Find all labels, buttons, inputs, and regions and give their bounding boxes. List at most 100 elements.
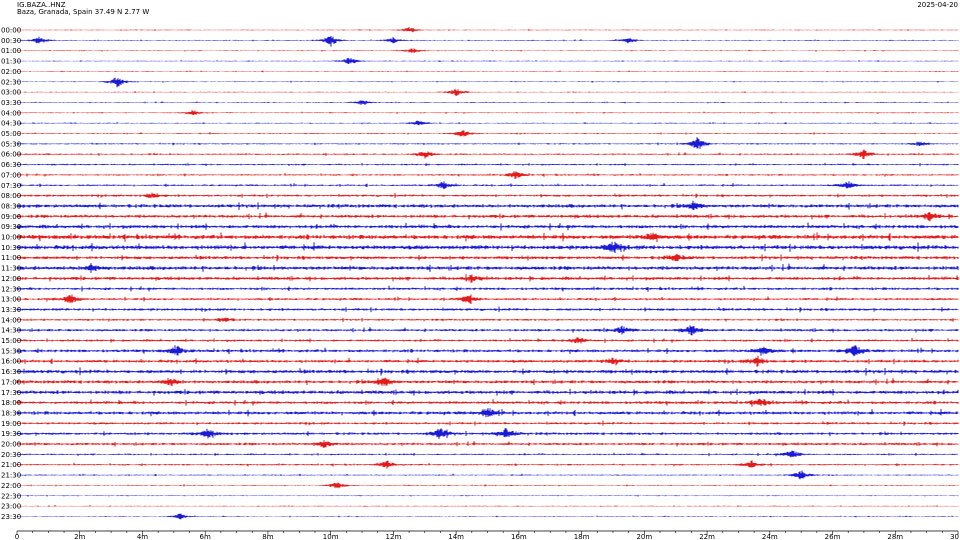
hour-label: 03:30: [1, 99, 21, 107]
hour-label: 05:00: [1, 130, 21, 138]
trace-row-1030: [16, 241, 959, 254]
trace-row-1600: [16, 355, 959, 367]
hour-label: 22:30: [1, 492, 21, 500]
trace-row-1830: [16, 408, 959, 418]
trace-row-1900: [16, 420, 959, 426]
trace-row-0330: [16, 100, 959, 105]
hour-label: 10:30: [1, 244, 21, 252]
hour-label: 07:00: [1, 171, 21, 179]
hour-label: 05:30: [1, 140, 21, 148]
hour-label: 02:00: [1, 68, 21, 76]
hour-label: 15:30: [1, 347, 21, 355]
hour-label: 18:30: [1, 409, 21, 417]
trace-row-0200: [16, 70, 959, 73]
trace-row-1700: [16, 377, 959, 387]
trace-row-0130: [16, 57, 959, 64]
trace-row-0300: [16, 88, 959, 96]
trace-row-1800: [16, 398, 959, 407]
trace-row-0630: [16, 162, 959, 167]
trace-row-1100: [16, 253, 959, 262]
hour-label: 07:30: [1, 182, 21, 190]
hour-label-group: 00:00 00:30 01:00 01:30 02:00 02:30 03:00 03:30…: [1, 27, 21, 521]
hour-label: 01:30: [1, 58, 21, 66]
hour-label: 21:30: [1, 472, 21, 480]
trace-row-2230: [16, 494, 959, 497]
x-tick-label: 20m: [636, 533, 652, 540]
trace-row-1330: [16, 306, 959, 313]
trace-row-2130: [16, 470, 959, 480]
hour-label: 09:00: [1, 213, 21, 221]
trace-row-0700: [16, 171, 959, 179]
hour-label: 16:30: [1, 368, 21, 376]
hour-label: 11:00: [1, 254, 21, 262]
trace-row-0530: [16, 137, 959, 149]
trace-row-0930: [16, 222, 959, 231]
chart-date: 2025-04-20: [917, 1, 958, 9]
trace-row-0100: [16, 48, 959, 53]
x-tick-label: 8m: [262, 533, 273, 540]
hour-label: 23:00: [1, 503, 21, 511]
trace-row-1000: [16, 232, 959, 243]
hour-label: 20:30: [1, 451, 21, 459]
hour-label: 14:00: [1, 316, 21, 324]
hour-label: 12:00: [1, 275, 21, 283]
hour-label: 09:30: [1, 223, 21, 231]
hour-label: 04:00: [1, 109, 21, 117]
hour-label: 13:00: [1, 296, 21, 304]
trace-row-0230: [16, 77, 959, 88]
x-tick-label: 4m: [137, 533, 148, 540]
trace-row-0730: [16, 181, 959, 190]
trace-row-1430: [16, 325, 959, 336]
hour-label: 03:00: [1, 89, 21, 97]
trace-row-1630: [16, 367, 959, 376]
hour-label: 17:00: [1, 378, 21, 386]
hour-label: 02:30: [1, 78, 21, 86]
x-tick-label: 28m: [887, 533, 903, 540]
trace-group: [16, 26, 959, 520]
trace-row-1300: [16, 294, 959, 305]
x-tick-label: 10m: [323, 533, 339, 540]
trace-row-1730: [16, 388, 959, 396]
hour-label: 10:00: [1, 234, 21, 242]
x-tick-label: 22m: [699, 533, 715, 540]
hour-label: 04:30: [1, 120, 21, 128]
trace-row-1930: [16, 428, 959, 439]
hour-label: 19:00: [1, 420, 21, 428]
hour-label: 01:00: [1, 47, 21, 55]
x-tick-label: 2m: [74, 533, 85, 540]
trace-row-2100: [16, 460, 959, 469]
hour-label: 14:30: [1, 327, 21, 335]
trace-row-1400: [16, 317, 959, 323]
hour-label: 20:00: [1, 441, 21, 449]
station-location: Baza, Granada, Spain 37.49 N 2.77 W: [17, 8, 150, 16]
x-tick-label: 30: [950, 533, 959, 540]
trace-row-0830: [16, 200, 959, 210]
trace-row-2330: [16, 513, 959, 520]
x-tick-label: 0: [15, 533, 19, 540]
trace-row-0500: [16, 130, 959, 137]
hour-label: 19:30: [1, 430, 21, 438]
trace-row-1230: [16, 285, 959, 292]
x-tick-label: 6m: [200, 533, 211, 540]
hour-label: 17:30: [1, 389, 21, 397]
trace-row-0430: [16, 120, 959, 126]
hour-label: 23:30: [1, 513, 21, 521]
x-tick-label: 24m: [762, 533, 778, 540]
time-axis: 0 2m 4m 6m 8m 10m 12m 14m 16m 18m 20m 22m 24m 26m 28m 3…: [15, 530, 959, 540]
trace-row-1130: [16, 263, 959, 273]
hour-label: 21:00: [1, 461, 21, 469]
hour-label: 06:00: [1, 151, 21, 159]
hour-label: 08:00: [1, 192, 21, 200]
trace-row-1200: [16, 274, 959, 283]
trace-row-0900: [16, 211, 959, 222]
hour-label: 08:30: [1, 202, 21, 210]
trace-row-2300: [16, 505, 959, 507]
hour-label: 22:00: [1, 482, 21, 490]
trace-row-0800: [16, 192, 959, 199]
station-title: IG.BAZA..HNZ: [17, 1, 66, 9]
x-tick-label: 18m: [574, 533, 590, 540]
trace-row-1530: [16, 345, 959, 357]
x-tick-label: 12m: [386, 533, 402, 540]
trace-row-1500: [16, 337, 959, 344]
